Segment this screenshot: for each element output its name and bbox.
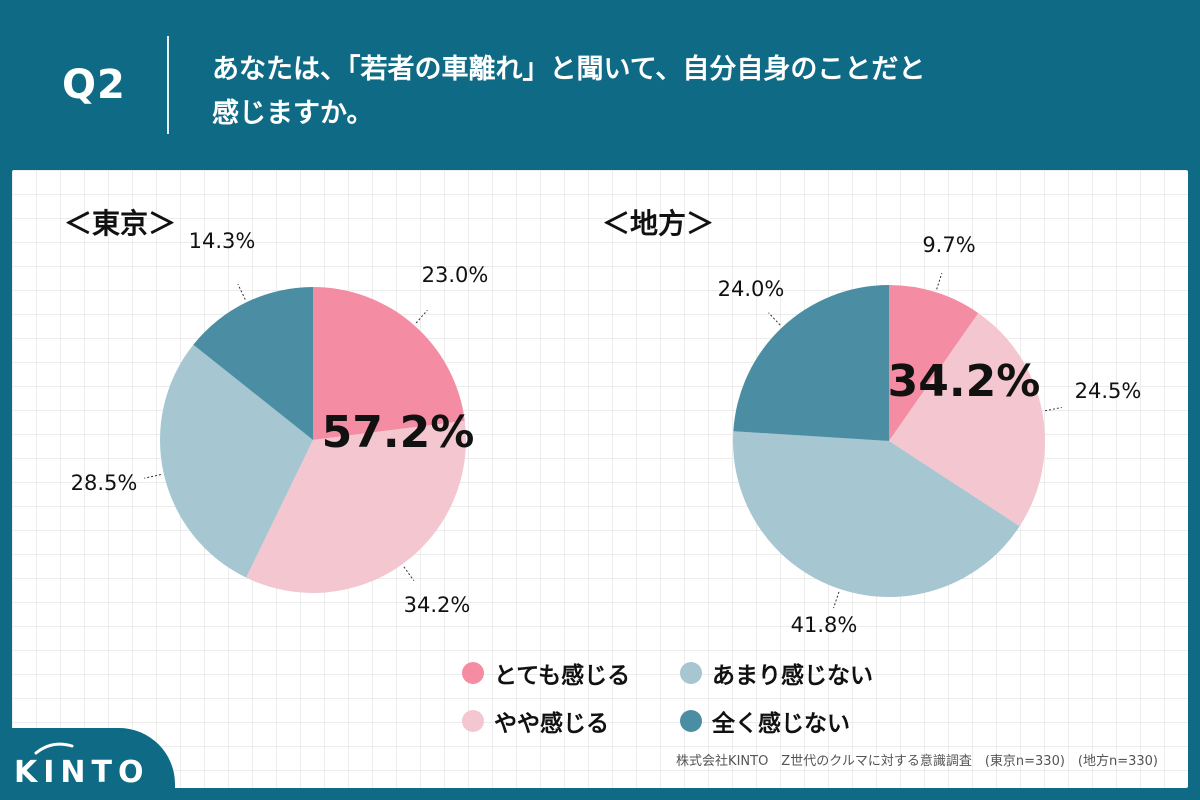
chiho-slice-0 <box>889 285 979 441</box>
question-line-2: 感じますか。 <box>212 98 374 129</box>
kinto-logo: KINTO <box>14 755 150 790</box>
chiho-leader-1 <box>1044 406 1062 412</box>
tokyo-slice-1 <box>246 420 466 593</box>
tokyo-slice-2 <box>160 344 313 578</box>
chiho-slice-1 <box>889 313 1046 527</box>
tokyo-leader-2 <box>144 474 161 479</box>
chiho-title: ＜地方＞ <box>602 207 715 240</box>
tokyo-label-2: 28.5% <box>71 471 138 495</box>
legend-label-somewhat: やや感じる <box>494 711 609 737</box>
chiho-slice-3 <box>733 285 889 441</box>
chiho-label-1: 24.5% <box>1075 379 1142 403</box>
question-number: Q2 <box>62 62 126 108</box>
tokyo-leader-1 <box>403 566 415 581</box>
tokyo-leader-0 <box>415 309 428 324</box>
chiho-slice-2 <box>732 431 1020 597</box>
chiho-label-0: 9.7% <box>922 233 975 257</box>
logo-tab <box>0 728 175 800</box>
tokyo-center-annotation: 57.2% <box>322 407 475 458</box>
legend-label-notatall: 全く感じない <box>712 711 850 737</box>
legend-label-very: とても感じる <box>494 663 631 689</box>
chiho-leader-0 <box>936 272 943 290</box>
tokyo-slice-3 <box>193 287 313 440</box>
legend-item-somewhat: やや感じる <box>462 704 609 738</box>
tokyo-slice-0 <box>313 287 465 440</box>
legend-item-very: とても感じる <box>462 656 630 690</box>
legend-swatch-notatall <box>680 710 702 732</box>
question-line-1: あなたは、「若者の車離れ」と聞いて、自分自身のことだと <box>212 54 926 85</box>
chiho-label-2: 41.8% <box>791 613 858 637</box>
logo-swoosh-icon <box>34 742 74 755</box>
question-text: あなたは、「若者の車離れ」と聞いて、自分自身のことだと 感じますか。 <box>212 48 1072 136</box>
chiho-label-3: 24.0% <box>718 277 785 301</box>
legend-swatch-somewhat <box>462 710 484 732</box>
legend-swatch-notmuch <box>680 662 702 684</box>
tokyo-label-3: 14.3% <box>189 229 256 253</box>
tokyo-label-1: 34.2% <box>404 593 471 617</box>
source-note: 株式会社KINTO Z世代のクルマに対する意識調査 (東京n=330) (地方n… <box>676 754 1158 769</box>
tokyo-leader-3 <box>237 283 246 300</box>
tokyo-title: ＜東京＞ <box>64 207 177 240</box>
legend-swatch-very <box>462 662 484 684</box>
legend-item-notatall: 全く感じない <box>680 704 850 738</box>
header-divider <box>167 36 169 134</box>
chiho-leader-3 <box>768 312 781 326</box>
legend-label-notmuch: あまり感じない <box>712 663 873 689</box>
tokyo-label-0: 23.0% <box>422 263 489 287</box>
legend-item-notmuch: あまり感じない <box>680 656 873 690</box>
chiho-leader-2 <box>833 591 840 609</box>
chiho-center-annotation: 34.2% <box>888 356 1041 407</box>
